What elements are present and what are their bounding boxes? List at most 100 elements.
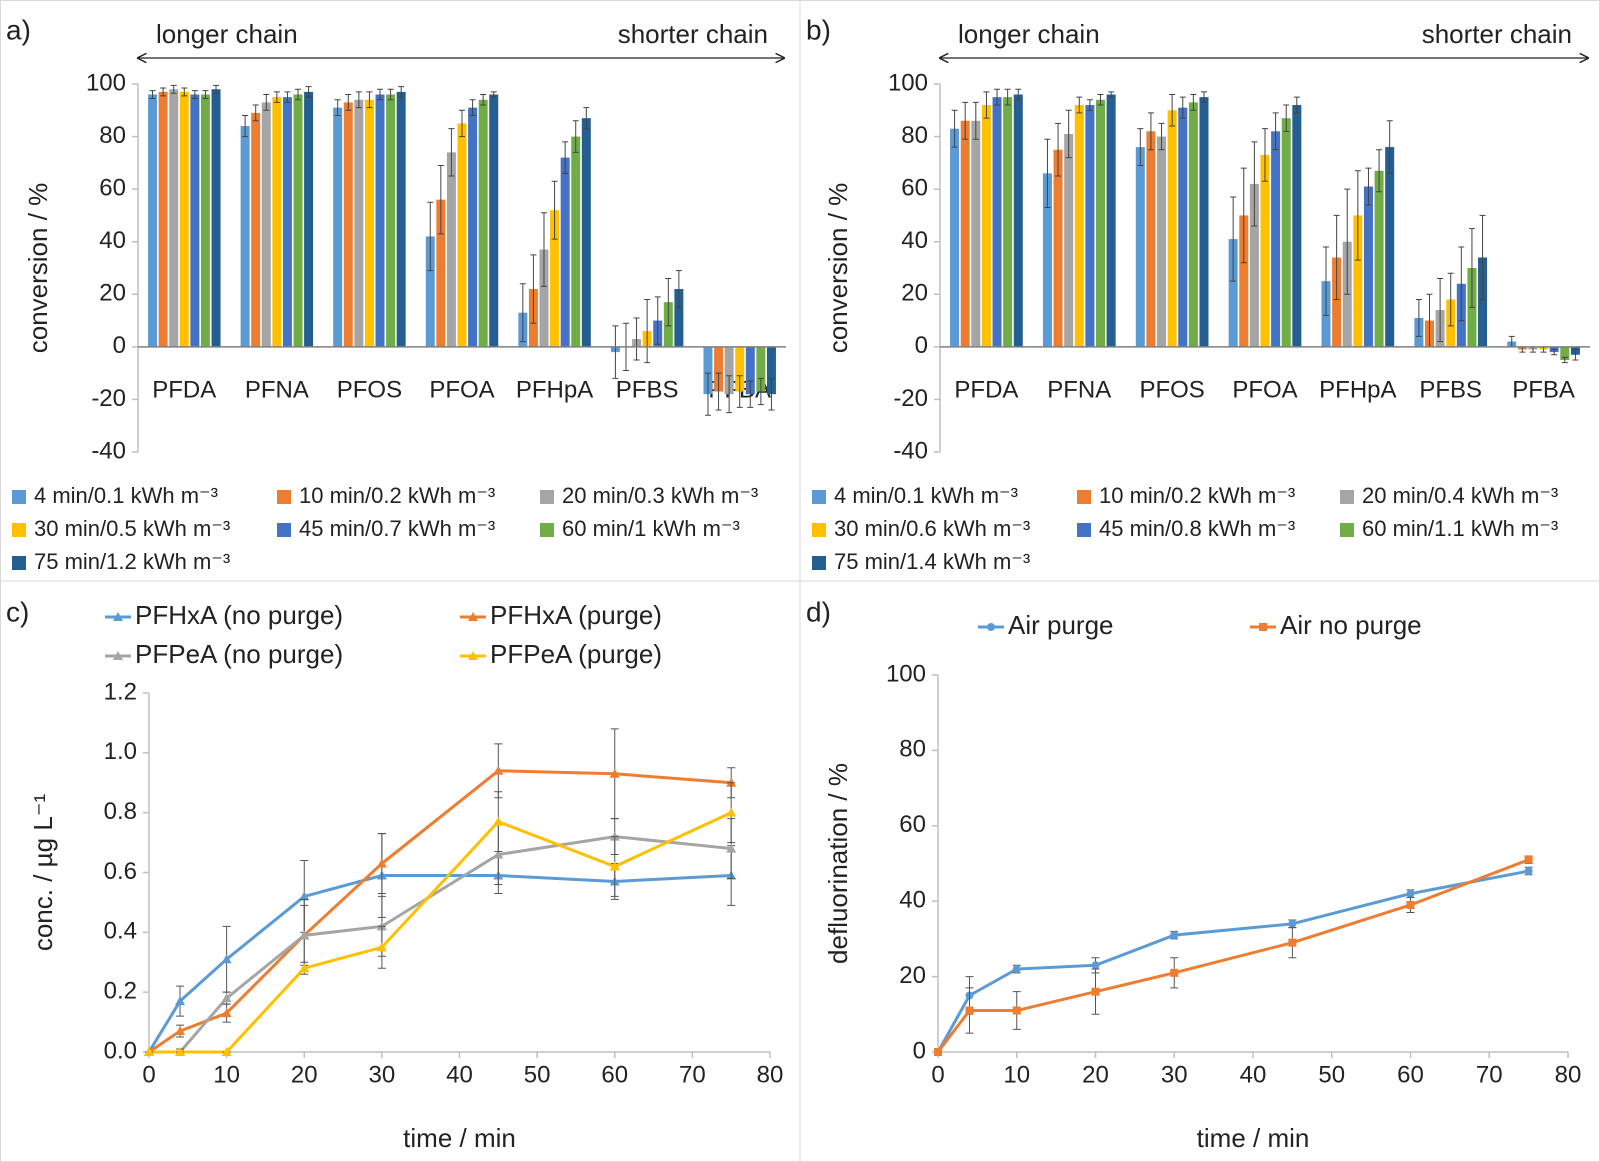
- error-bar: [427, 201, 434, 272]
- legend-swatch: [812, 490, 826, 504]
- legend-swatch: [1077, 523, 1091, 537]
- legend-swatch: [12, 523, 26, 537]
- y-tick-label: 0: [915, 332, 928, 359]
- y-tick-label: 20: [99, 280, 126, 307]
- x-tick-label: 70: [679, 1061, 706, 1088]
- error-bar: [242, 115, 249, 138]
- legend-label: 30 min/0.6 kWh m⁻³: [834, 516, 1030, 541]
- legend-label: 30 min/0.5 kWh m⁻³: [34, 516, 230, 541]
- bar: [293, 94, 303, 347]
- legend-swatch: [1340, 490, 1354, 504]
- bar: [1292, 105, 1302, 347]
- error-bar: [1468, 228, 1475, 308]
- legend-marker: [468, 612, 478, 621]
- error-bar: [704, 372, 711, 416]
- bar: [745, 346, 755, 395]
- legend-label: 10 min/0.2 kWh m⁻³: [1099, 483, 1295, 508]
- y-tick-label: 100: [888, 69, 928, 96]
- legend-label: 45 min/0.7 kWh m⁻³: [299, 516, 495, 541]
- error-bar: [1447, 272, 1454, 327]
- bar: [1374, 170, 1384, 347]
- marker: [965, 1006, 974, 1015]
- x-tick-label: 40: [446, 1061, 473, 1088]
- bar: [158, 91, 168, 347]
- marker: [376, 942, 387, 952]
- legend-label: PFPeA (purge): [490, 639, 662, 669]
- marker: [1012, 965, 1021, 974]
- error-bar: [633, 317, 640, 361]
- y-tick-label: 1.2: [104, 678, 137, 705]
- category-label: PFOS: [1139, 376, 1204, 403]
- bar: [1042, 173, 1052, 347]
- legend-marker: [1259, 623, 1267, 631]
- marker: [493, 765, 504, 775]
- error-bar: [263, 94, 270, 111]
- error-bar: [1179, 96, 1186, 119]
- error-bar: [1293, 96, 1300, 114]
- series-line: [149, 811, 732, 1054]
- error-bar: [757, 377, 764, 406]
- error-bar: [951, 109, 958, 148]
- error-bar: [181, 87, 188, 97]
- marker: [1288, 919, 1297, 928]
- error-bar: [202, 90, 209, 99]
- bar: [1085, 105, 1095, 347]
- x-tick-label: 30: [369, 1061, 396, 1088]
- annotation: longer chain: [156, 19, 298, 49]
- error-bar: [1437, 278, 1444, 343]
- bar: [550, 210, 560, 347]
- legend-label: 10 min/0.2 kWh m⁻³: [299, 483, 495, 508]
- marker: [1170, 931, 1179, 940]
- bar: [1478, 257, 1488, 347]
- error-bar: [334, 99, 341, 117]
- error-bar: [1108, 91, 1115, 98]
- marker: [221, 954, 232, 964]
- y-tick-label: 60: [901, 174, 928, 201]
- error-bar: [583, 107, 590, 130]
- bar: [735, 346, 745, 392]
- marker: [609, 861, 620, 871]
- bar: [960, 120, 970, 347]
- bar: [714, 346, 724, 392]
- bar: [1003, 97, 1013, 347]
- bar: [169, 89, 179, 347]
- category-label: PFDA: [152, 376, 216, 403]
- error-bar: [1376, 149, 1383, 193]
- marker: [609, 768, 620, 778]
- error-bar: [675, 270, 682, 308]
- legend-swatch: [277, 490, 291, 504]
- error-bar: [572, 120, 579, 153]
- bar: [1271, 131, 1281, 347]
- x-tick-label: 20: [1082, 1061, 1109, 1088]
- marker: [1091, 961, 1100, 970]
- error-bar: [437, 164, 444, 235]
- marker: [221, 1008, 232, 1018]
- bar: [282, 97, 292, 347]
- marker: [726, 843, 737, 853]
- x-tick-label: 10: [1003, 1061, 1030, 1088]
- bar: [674, 289, 684, 347]
- y-tick-label: 100: [86, 69, 126, 96]
- y-tick-label: 60: [899, 811, 926, 838]
- error-bar: [1354, 170, 1361, 261]
- annotation: shorter chain: [618, 19, 768, 49]
- bar: [343, 102, 353, 347]
- error-bar: [1572, 348, 1579, 361]
- legend-swatch: [540, 523, 554, 537]
- marker: [221, 1047, 232, 1056]
- error-bar: [191, 90, 198, 99]
- error-bar: [1200, 91, 1207, 103]
- error-bar: [644, 299, 651, 364]
- bar: [251, 112, 261, 347]
- category-label: PFNA: [245, 376, 309, 403]
- x-axis-title: time / min: [1197, 1123, 1310, 1153]
- error-bar: [345, 94, 352, 111]
- marker: [1288, 938, 1297, 947]
- error-bar: [149, 90, 156, 99]
- error-bar: [1262, 128, 1268, 182]
- marker: [299, 963, 310, 973]
- error-bar: [305, 86, 312, 98]
- error-bar: [1190, 94, 1197, 111]
- error-bar: [252, 104, 259, 122]
